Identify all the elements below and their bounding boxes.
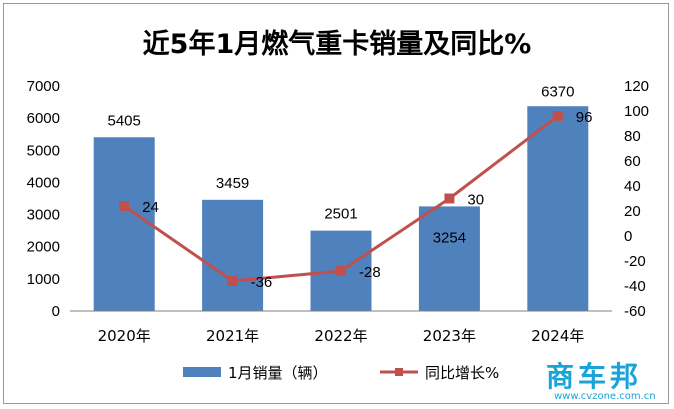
line-point	[227, 276, 238, 286]
left-y-tick-label: 6000	[27, 110, 60, 127]
right-y-tick-label: 40	[624, 178, 641, 195]
left-y-tick-label: 3000	[27, 207, 60, 224]
watermark: 商车邦 www.cvzone.com.cn	[540, 355, 670, 405]
left-y-tick-label: 4000	[27, 174, 60, 191]
line-value-label: 96	[576, 109, 593, 126]
x-tick-label: 2020年	[98, 327, 151, 345]
right-y-tick-label: -40	[624, 278, 646, 295]
bar-value-label: 5405	[108, 112, 141, 129]
chart-frame	[3, 3, 669, 404]
right-y-tick-label: 0	[624, 228, 632, 245]
line-point	[336, 266, 346, 276]
legend-line-label: 同比增长%	[425, 364, 499, 382]
bar	[93, 137, 155, 311]
line-point	[552, 111, 563, 121]
bar	[527, 106, 589, 311]
bar-value-label: 6370	[541, 83, 574, 100]
left-y-tick-label: 7000	[27, 78, 60, 95]
line-point	[444, 193, 455, 204]
right-y-tick-label: 60	[624, 153, 641, 170]
right-y-tick-label: 80	[624, 128, 641, 145]
bar-value-label: 3254	[433, 229, 466, 246]
right-y-tick-label: -60	[624, 303, 646, 320]
bar-series: 5405 3459 2501 3254 6370	[93, 83, 589, 311]
bar	[202, 199, 264, 311]
line-series: 24 -36 -28 30 96	[119, 109, 592, 291]
right-y-tick-label: 100	[624, 103, 649, 120]
line-value-label: 24	[142, 199, 159, 216]
x-tick-label: 2023年	[423, 327, 476, 345]
watermark-logo: 商车邦	[546, 360, 643, 393]
x-axis: 2020年 2021年 2022年 2023年 2024年	[70, 310, 612, 345]
right-y-tick-label: 20	[624, 203, 641, 220]
line-value-label: -36	[251, 274, 273, 291]
left-y-tick-label: 5000	[27, 142, 60, 159]
left-y-tick-label: 0	[52, 303, 60, 320]
watermark-url: www.cvzone.com.cn	[554, 391, 656, 402]
line-value-label: 30	[467, 192, 484, 209]
x-tick-label: 2022年	[314, 327, 367, 345]
legend-line-marker	[395, 368, 403, 376]
right-y-tick-label: 120	[624, 78, 649, 95]
bar	[418, 206, 480, 311]
bar-value-label: 3459	[216, 175, 249, 192]
right-y-axis: -60 -40 -20 0 20 40 60 80 100 120	[624, 78, 649, 320]
left-y-tick-label: 2000	[27, 239, 60, 256]
chart-title: 近5年1月燃气重卡销量及同比%	[143, 28, 532, 60]
x-tick-label: 2024年	[531, 327, 584, 345]
left-y-tick-label: 1000	[27, 271, 60, 288]
legend: 1月销量（辆） 同比增长%	[183, 364, 499, 382]
left-y-axis: 0 1000 2000 3000 4000 5000 6000 7000	[27, 78, 60, 320]
line-value-label: -28	[359, 264, 381, 281]
legend-bar-swatch	[183, 367, 221, 377]
right-y-tick-label: -20	[624, 253, 646, 270]
bar-value-label: 2501	[324, 206, 357, 223]
x-tick-label: 2021年	[206, 327, 259, 345]
legend-bar-label: 1月销量（辆）	[228, 364, 328, 382]
line-point	[119, 201, 130, 211]
